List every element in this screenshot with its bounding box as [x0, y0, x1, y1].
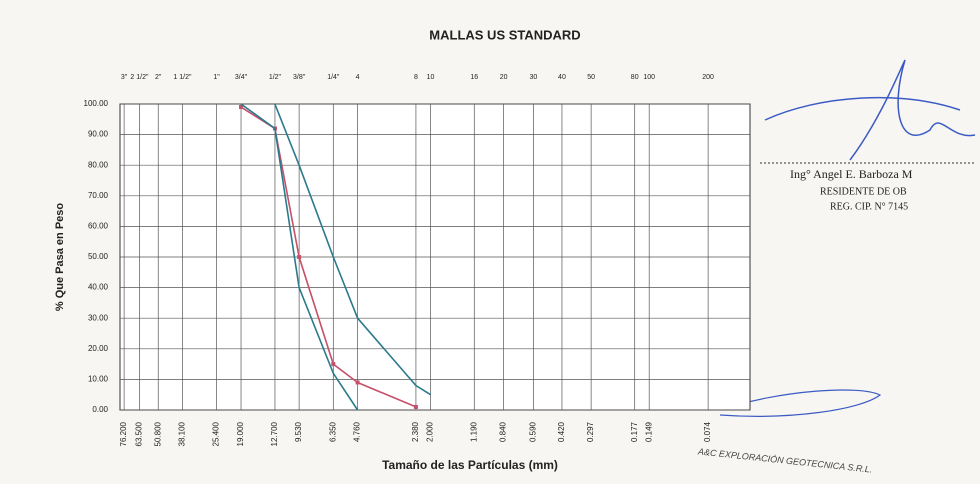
y-tick-label: 0.00 [92, 405, 108, 414]
sieve-label: 1 1/2" [173, 74, 192, 81]
x-tick-label: 0.297 [586, 421, 595, 442]
y-tick-label: 90.00 [88, 130, 109, 139]
y-tick-label: 60.00 [88, 222, 109, 231]
x-tick-label: 2.000 [426, 421, 435, 442]
x-tick-label: 0.420 [557, 421, 566, 442]
y-tick-label: 30.00 [88, 313, 109, 322]
curve [274, 103, 432, 396]
y-tick-label: 80.00 [88, 160, 109, 169]
x-tick-label: 0.590 [528, 421, 537, 442]
sieve-label: 8 [414, 74, 418, 81]
point [297, 255, 302, 259]
y-tick-label: 50.00 [88, 252, 109, 261]
x-tick-label: 9.530 [294, 421, 303, 442]
x-tick-label: 0.149 [644, 421, 653, 442]
x-tick-label: 2.380 [411, 421, 420, 442]
sieve-label: 10 [427, 74, 435, 81]
sieve-label: 1" [213, 74, 220, 81]
sieve-label: 1/2" [269, 74, 282, 81]
x-tick-label: 4.760 [353, 421, 362, 442]
sieve-label: 2 1/2" [130, 74, 149, 81]
point [355, 380, 360, 385]
sieve-label: 4 [356, 74, 360, 81]
x-tick-label: 6.350 [328, 421, 337, 442]
signature [764, 59, 976, 161]
sieve-label: 40 [558, 74, 566, 81]
y-tick-label: 70.00 [88, 191, 109, 200]
sieve-label: 16 [470, 74, 478, 81]
x-tick-label: 1.190 [469, 421, 478, 442]
x-tick-label: 25.400 [212, 421, 221, 446]
sieve-label: 80 [631, 74, 639, 81]
x-tick-label: 12.700 [270, 421, 279, 446]
sieve-label: 20 [500, 74, 508, 81]
x-tick-label: 0.840 [499, 421, 508, 442]
sieve-label: 2" [155, 74, 162, 81]
stamp-reg: REG. CIP. N° 7145 [830, 201, 908, 212]
y-tick-label: 100.00 [84, 99, 109, 108]
x-axis-label: Tamaño de las Partículas (mm) [382, 458, 558, 472]
sieve-label: 200 [702, 74, 714, 81]
y-tick-label: 10.00 [88, 375, 109, 384]
x-tick-label: 19.000 [236, 421, 245, 446]
sieve-label: 30 [529, 74, 537, 81]
x-tick-label: 0.074 [703, 421, 712, 442]
curve [240, 103, 359, 411]
y-tick-label: 40.00 [88, 283, 109, 292]
stamp-role: RESIDENTE DE OB [820, 186, 907, 197]
x-tick-label: 0.177 [630, 421, 639, 442]
x-tick-label: 50.800 [153, 421, 162, 446]
sieve-label: 3/4" [235, 74, 248, 81]
footer: A&C EXPLORACIÓN GEOTECNICA S.R.L. [697, 446, 873, 474]
chart-title: MALLAS US STANDARD [429, 27, 580, 42]
stamp-name: Ing° Angel E. Barboza M [790, 167, 913, 181]
sieve-label: 1/4" [327, 74, 340, 81]
sieve-label: 50 [587, 74, 595, 81]
point [413, 404, 418, 409]
point [331, 362, 336, 367]
x-tick-label: 76.200 [119, 421, 128, 446]
y-axis-label: % Que Pasa en Peso [54, 203, 66, 311]
point [239, 105, 244, 110]
y-tick-label: 20.00 [88, 344, 109, 353]
x-tick-label: 63.500 [135, 421, 144, 446]
x-tick-label: 38.100 [178, 421, 187, 446]
sieve-label: 100 [643, 74, 655, 81]
sieve-label: 3" [121, 74, 128, 81]
stamp-scribble [719, 389, 882, 417]
sieve-label: 3/8" [293, 74, 306, 81]
